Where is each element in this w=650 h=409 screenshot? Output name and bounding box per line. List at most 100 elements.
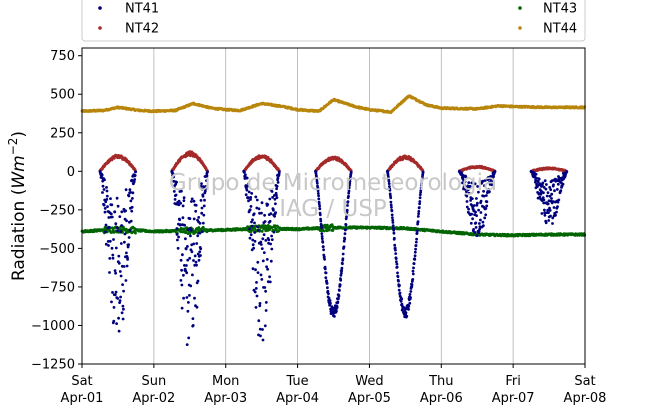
point-nt41: [112, 319, 116, 323]
point-nt41: [105, 198, 109, 201]
point-nt41: [205, 179, 208, 183]
point-nt41: [550, 197, 553, 200]
point-nt43: [197, 226, 201, 229]
point-nt41: [409, 296, 412, 299]
point-nt41: [273, 214, 276, 218]
point-nt41: [273, 194, 276, 197]
point-nt41: [335, 309, 338, 313]
point-nt41: [256, 271, 260, 274]
point-nt41: [275, 196, 279, 200]
point-nt41: [547, 199, 551, 203]
point-nt41: [325, 281, 329, 285]
point-nt41: [542, 198, 546, 202]
point-nt41: [102, 188, 106, 191]
point-nt41: [108, 271, 111, 274]
point-nt41: [130, 209, 134, 213]
point-nt41: [333, 315, 336, 318]
point-nt41: [467, 181, 471, 185]
point-nt41: [395, 262, 399, 266]
point-nt41: [545, 194, 549, 198]
point-nt41: [249, 233, 253, 237]
point-nt41: [175, 227, 179, 230]
point-nt41: [194, 260, 198, 264]
point-nt41: [322, 248, 325, 252]
point-nt41: [191, 324, 195, 327]
point-nt41: [192, 259, 195, 262]
point-nt41: [268, 275, 271, 279]
point-nt41: [414, 247, 417, 251]
point-nt41: [326, 289, 330, 293]
point-nt41: [477, 190, 480, 194]
point-nt41: [103, 210, 107, 214]
point-nt41: [315, 177, 319, 181]
point-nt41: [104, 200, 108, 204]
point-nt41: [243, 171, 246, 174]
point-nt41: [479, 211, 483, 214]
point-nt41: [264, 301, 268, 304]
point-nt41: [343, 232, 347, 236]
point-nt41: [260, 278, 264, 281]
point-nt41: [492, 175, 495, 179]
point-nt41: [184, 247, 188, 251]
point-nt41: [179, 279, 183, 282]
point-nt41: [467, 207, 470, 211]
y-tick-label: 500: [50, 88, 75, 103]
point-nt41: [199, 199, 203, 202]
point-nt41: [112, 238, 115, 241]
point-nt41: [473, 231, 477, 234]
point-nt41: [549, 188, 553, 192]
x-tick-label-date: Apr-07: [492, 391, 535, 406]
point-nt41: [320, 232, 324, 236]
point-nt41: [171, 172, 175, 176]
point-nt41: [546, 202, 550, 206]
point-nt41: [397, 279, 400, 283]
point-nt41: [344, 228, 347, 232]
point-nt41: [348, 180, 352, 183]
point-nt41: [260, 211, 263, 215]
point-nt41: [273, 197, 277, 201]
point-nt41: [257, 319, 261, 323]
point-nt41: [393, 246, 397, 250]
point-nt41: [329, 301, 332, 305]
point-nt41: [190, 197, 194, 201]
point-nt41: [202, 213, 206, 217]
point-nt41: [326, 286, 329, 290]
watermark-line2: IAG / USP: [279, 196, 387, 222]
point-nt41: [105, 189, 109, 193]
point-nt41: [127, 236, 131, 239]
point-nt41: [180, 283, 184, 287]
point-nt41: [129, 199, 133, 203]
x-gridlines: [153, 48, 514, 364]
point-nt41: [405, 314, 409, 318]
point-nt41: [400, 302, 404, 306]
point-nt41: [409, 290, 413, 293]
point-nt41: [259, 273, 263, 277]
point-nt41: [321, 245, 325, 249]
point-nt41: [120, 224, 123, 227]
point-nt41: [484, 207, 488, 210]
point-nt41: [555, 188, 559, 191]
point-nt41: [257, 207, 261, 211]
point-nt41: [197, 258, 201, 262]
point-nt41: [176, 238, 179, 242]
point-nt41: [270, 247, 274, 251]
x-tick-label-day: Sat: [574, 374, 595, 389]
point-nt41: [205, 174, 209, 178]
point-nt41: [391, 216, 394, 220]
point-nt41: [474, 221, 478, 225]
y-axis-label-main: Radiation (: [9, 189, 29, 281]
point-nt41: [118, 215, 122, 219]
point-nt41: [124, 188, 128, 192]
point-nt41: [339, 273, 343, 277]
point-nt41: [417, 206, 421, 209]
point-nt41: [198, 231, 201, 235]
point-nt41: [254, 195, 258, 199]
point-nt41: [109, 212, 113, 216]
point-nt41: [114, 246, 118, 250]
point-nt41: [244, 193, 248, 197]
y-tick-label: 250: [50, 126, 75, 141]
point-nt41: [124, 209, 127, 213]
point-nt41: [201, 221, 205, 225]
x-tick-label-date: Apr-01: [61, 391, 104, 406]
